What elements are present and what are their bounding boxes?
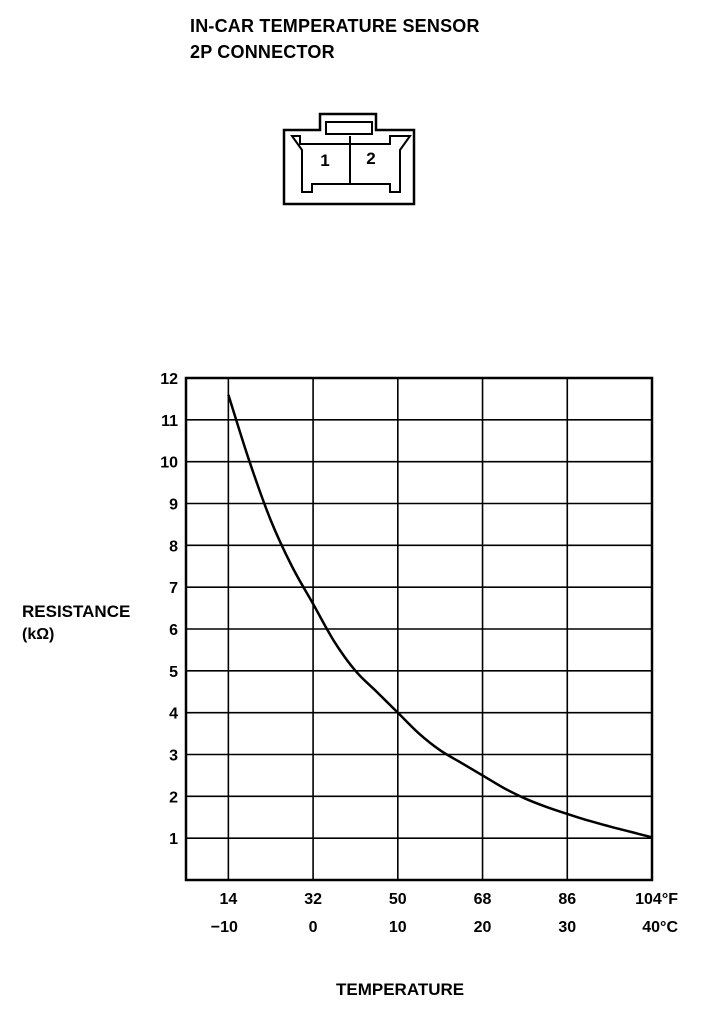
x-tick-label-c: 10 xyxy=(389,919,407,936)
x-tick-label-f: 14 xyxy=(219,891,237,908)
chart-grid xyxy=(186,377,653,880)
connector-cavity xyxy=(290,135,412,193)
y-tick-label: 8 xyxy=(169,538,178,555)
connector-pin-2: 2 xyxy=(366,149,375,168)
page-subtitle: 2P CONNECTOR xyxy=(190,42,335,62)
page-title: IN-CAR TEMPERATURE SENSOR xyxy=(190,16,480,36)
y-tick-label: 6 xyxy=(169,622,178,639)
y-tick-label: 12 xyxy=(160,371,178,388)
connector-diagram: 1 2 xyxy=(282,112,416,206)
x-tick-label-f: 86 xyxy=(558,891,576,908)
y-tick-label: 10 xyxy=(160,455,178,472)
x-tick-label-c: −10 xyxy=(211,919,238,936)
x-tick-label-f: 32 xyxy=(304,891,322,908)
y-axis-label: RESISTANCE xyxy=(22,602,131,621)
y-tick-label: 2 xyxy=(169,789,178,806)
x-tick-label-f: 68 xyxy=(474,891,492,908)
y-tick-label: 11 xyxy=(161,413,178,430)
x-tick-label-c: 30 xyxy=(558,919,576,936)
chart-frame xyxy=(184,376,654,882)
x-axis-ticks: 14 −10 32 0 50 10 68 20 86 30 104°F 40°C xyxy=(211,891,679,936)
y-tick-label: 9 xyxy=(169,497,178,514)
y-tick-label: 1 xyxy=(169,831,178,848)
connector-housing xyxy=(282,112,416,206)
x-tick-label-c: 40°C xyxy=(642,919,678,936)
connector-latch xyxy=(325,121,373,135)
y-tick-label: 4 xyxy=(169,706,178,723)
connector-pin-1: 1 xyxy=(320,151,329,170)
y-tick-label: 5 xyxy=(169,664,178,681)
y-tick-label: 3 xyxy=(169,748,178,765)
x-axis-label: TEMPERATURE xyxy=(336,980,465,999)
x-tick-label-f: 50 xyxy=(389,891,407,908)
resistance-curve xyxy=(227,394,653,839)
x-tick-label-c: 20 xyxy=(474,919,492,936)
y-tick-label: 7 xyxy=(169,580,178,597)
x-tick-label-c: 0 xyxy=(309,919,318,936)
y-axis-unit: (kΩ) xyxy=(22,626,55,643)
x-tick-label-f: 104°F xyxy=(635,891,678,908)
